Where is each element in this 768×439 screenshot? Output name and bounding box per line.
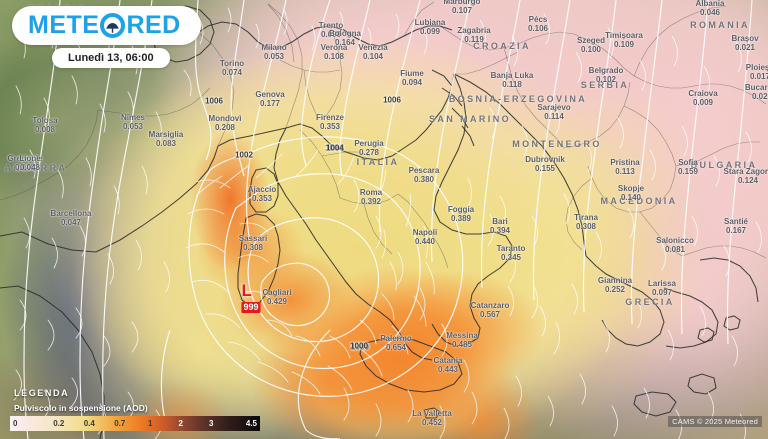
data-source-credit: CAMS © 2025 Meteored: [668, 416, 762, 427]
logo-text-left: METE: [28, 11, 100, 39]
legend-tick: 4.5: [245, 419, 257, 428]
legend-tick: 0.2: [53, 419, 65, 428]
legend-tick: 2: [178, 419, 183, 428]
legend-tick: 0.7: [114, 419, 126, 428]
legend-panel: LEGENDA Pulviscolo in sospensione (AOD) …: [0, 388, 268, 431]
legend-tick: 1: [148, 419, 153, 428]
logo-text-right: RED: [126, 11, 181, 39]
legend-tick: 0: [13, 419, 18, 428]
legend-title: LEGENDA: [14, 388, 70, 398]
legend-subtitle: Pulviscolo in sospensione (AOD): [14, 403, 148, 413]
meteored-cloud-o-icon: [100, 13, 126, 38]
legend-tick-labels: 0 0.2 0.4 0.7 1 2 3 4.5: [10, 416, 260, 431]
legend-colorbar-wrap: 0 0.2 0.4 0.7 1 2 3 4.5: [10, 416, 260, 431]
forecast-datetime-pill[interactable]: Lunedì 13, 06:00: [52, 48, 170, 68]
meteored-logo[interactable]: METE RED: [12, 6, 201, 45]
legend-colorbar: [10, 416, 260, 431]
legend-tick: 0.4: [83, 419, 95, 428]
legend-tick: 3: [209, 419, 214, 428]
coastlines: [0, 5, 759, 439]
wind-streamlines: [13, 7, 762, 439]
